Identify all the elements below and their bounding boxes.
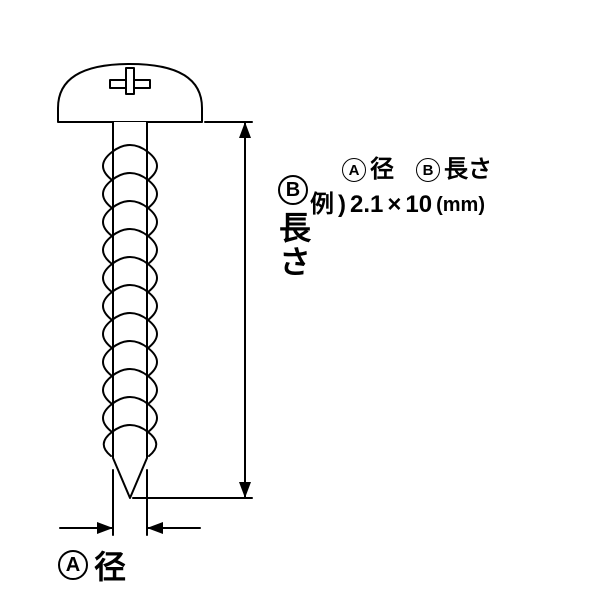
legend-line-1: A 径 B 長さ [342, 153, 492, 188]
legend-a-text: 径 [370, 153, 394, 188]
screw-shank [113, 122, 147, 498]
legend-paren: ) [338, 188, 346, 223]
badge-a-icon: A [58, 550, 88, 580]
legend-example-prefix: 例 [310, 188, 334, 223]
label-diameter: A 径 [58, 542, 126, 588]
legend-badge-a-icon: A [342, 158, 366, 182]
legend-unit: (mm) [436, 191, 485, 220]
label-diameter-text: 径 [94, 542, 126, 588]
legend-badge-b-icon: B [416, 158, 440, 182]
legend-times: × [387, 188, 401, 223]
screw-diagram [0, 0, 599, 600]
legend-b-text: 長さ [444, 153, 492, 188]
badge-b-icon: B [278, 175, 308, 205]
legend-line-2: 例) 2.1 × 10 (mm) [310, 188, 492, 223]
legend: A 径 B 長さ 例) 2.1 × 10 (mm) [342, 153, 492, 223]
legend-value-b: 10 [405, 188, 432, 223]
legend-value-a: 2.1 [350, 188, 383, 223]
